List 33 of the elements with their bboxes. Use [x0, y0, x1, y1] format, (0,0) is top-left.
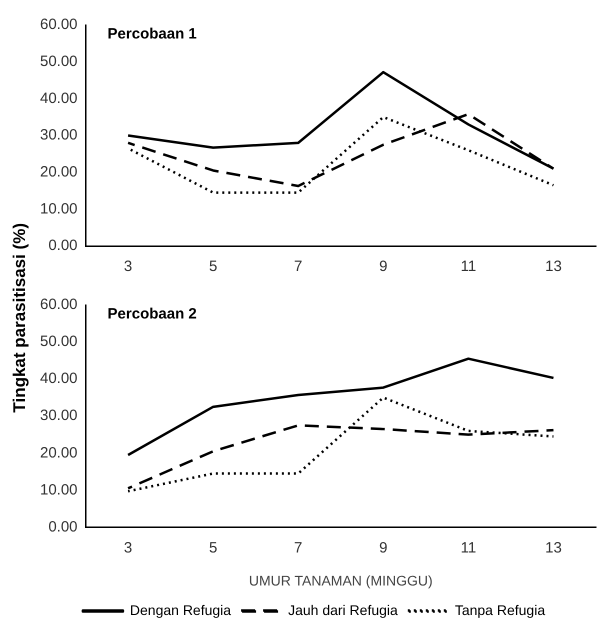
- y-tick-label: 40.00: [40, 90, 78, 107]
- y-tick-label: 0.00: [48, 518, 78, 536]
- y-tick-label: 50.00: [40, 52, 78, 70]
- x-tick-label: 9: [379, 539, 388, 556]
- y-tick-label: 30.00: [40, 126, 78, 144]
- x-tick-label: 7: [294, 258, 302, 276]
- legend-label: Tanpa Refugia: [454, 602, 546, 618]
- y-tick-label: 10.00: [40, 481, 78, 498]
- x-axis-title: UMUR TANAMAN (MINGGU): [248, 572, 433, 588]
- chart-title: Percobaan 2: [108, 306, 197, 323]
- y-tick-label: 30.00: [40, 407, 78, 424]
- x-tick-label: 13: [545, 539, 562, 556]
- x-tick-label: 9: [379, 258, 388, 276]
- x-tick-label: 3: [124, 258, 132, 276]
- y-tick-label: 10.00: [40, 200, 78, 218]
- y-tick-label: 60.00: [40, 16, 78, 34]
- x-tick-label: 7: [294, 539, 302, 556]
- y-tick-label: 60.00: [40, 296, 78, 314]
- legend-label: Dengan Refugia: [130, 602, 232, 618]
- x-tick-label: 13: [545, 258, 562, 276]
- x-tick-label: 5: [208, 258, 218, 276]
- x-tick-label: 3: [124, 539, 132, 556]
- y-tick-label: 0.00: [48, 237, 78, 254]
- y-tick-label: 20.00: [40, 163, 78, 180]
- y-tick-label: 50.00: [40, 333, 78, 350]
- x-tick-label: 11: [460, 539, 476, 556]
- legend-label: Jauh dari Refugia: [288, 602, 398, 618]
- y-tick-label: 40.00: [40, 370, 78, 388]
- y-axis-title: Tingkat parasitisasi (%): [10, 223, 30, 413]
- x-tick-label: 5: [208, 539, 218, 556]
- x-tick-label: 11: [460, 258, 476, 276]
- chart-title: Percobaan 1: [108, 26, 197, 43]
- y-tick-label: 20.00: [40, 444, 78, 462]
